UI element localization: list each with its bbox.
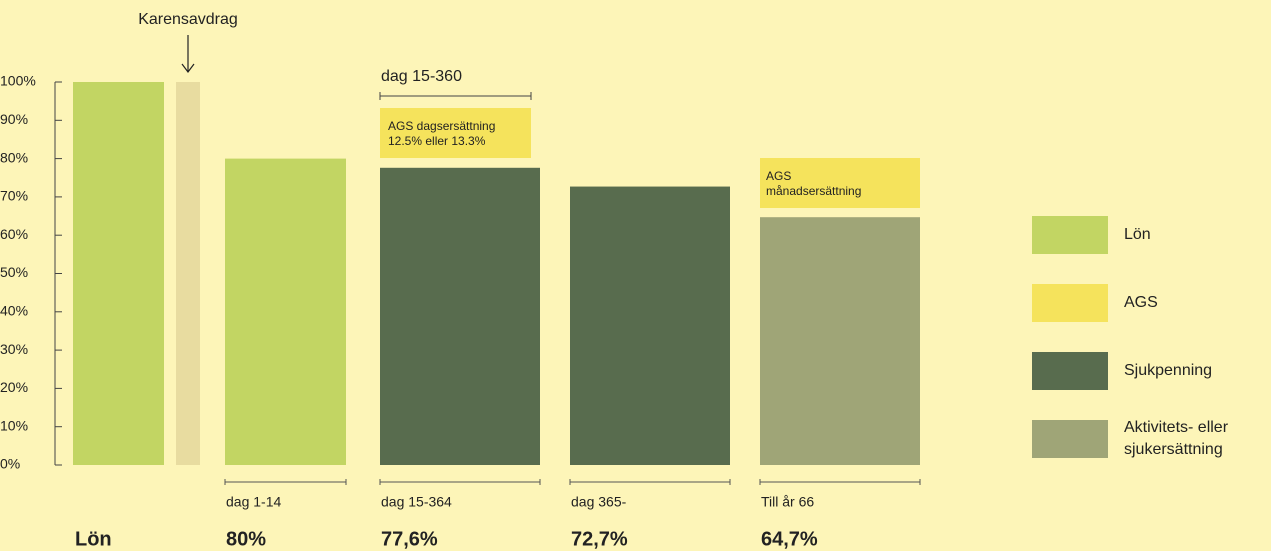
bar (570, 186, 730, 465)
y-tick-label: 50% (0, 264, 28, 280)
annotation: AGS (766, 169, 791, 183)
annotation: AGS dagsersättning (388, 119, 495, 133)
x-tick-label: dag 1-14 (226, 494, 281, 510)
bar (760, 217, 920, 465)
y-tick-label: 100% (0, 73, 36, 89)
ags-box (760, 158, 920, 208)
y-tick-label: 90% (0, 111, 28, 127)
y-tick-label: 40% (0, 303, 28, 319)
y-tick-label: 0% (0, 456, 20, 472)
value-label: Lön (75, 528, 112, 550)
bar (380, 167, 540, 466)
y-tick-label: 30% (0, 341, 28, 357)
annotation: dag 15-360 (381, 68, 462, 85)
y-tick-label: 10% (0, 417, 28, 433)
legend-label: Sjukpenning (1124, 362, 1212, 379)
value-label: 72,7% (571, 528, 628, 550)
legend-swatch (1032, 284, 1108, 322)
legend-swatch (1032, 352, 1108, 390)
x-tick-label: dag 15-364 (381, 494, 452, 510)
y-tick-label: 80% (0, 149, 28, 165)
annotation: månadsersättning (766, 184, 861, 198)
value-label: 77,6% (381, 528, 438, 550)
ags-box (380, 108, 531, 158)
y-tick-label: 60% (0, 226, 28, 242)
legend-label: Lön (1124, 226, 1151, 243)
value-label: 80% (226, 528, 266, 550)
legend-swatch (1032, 420, 1108, 458)
bar (73, 82, 164, 465)
bar (176, 82, 200, 465)
annotation: Karensavdrag (138, 11, 238, 28)
y-tick-label: 20% (0, 379, 28, 395)
legend-label: sjukersättning (1124, 441, 1223, 458)
annotation: 12.5% eller 13.3% (388, 134, 486, 148)
y-tick-label: 70% (0, 188, 28, 204)
legend-swatch (1032, 216, 1108, 254)
arrow-head (181, 63, 195, 73)
bar (225, 158, 346, 465)
legend-label: AGS (1124, 294, 1158, 311)
legend-label: Aktivitets- eller (1124, 419, 1229, 436)
x-tick-label: Till år 66 (761, 494, 814, 510)
value-label: 64,7% (761, 528, 818, 550)
x-tick-label: dag 365- (571, 494, 627, 510)
